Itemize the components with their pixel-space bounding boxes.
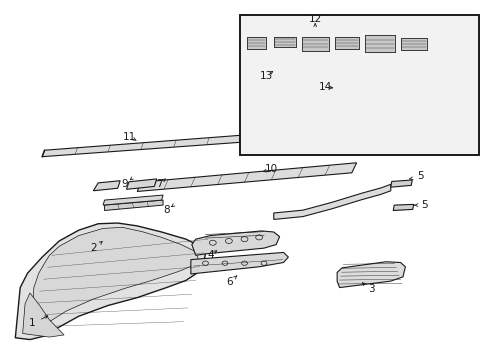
Bar xyxy=(239,15,478,155)
Polygon shape xyxy=(191,231,279,255)
Polygon shape xyxy=(356,103,437,117)
Text: 11: 11 xyxy=(123,132,136,142)
Polygon shape xyxy=(15,223,205,339)
Text: 2: 2 xyxy=(90,243,97,253)
Polygon shape xyxy=(22,293,64,337)
Bar xyxy=(365,36,394,51)
Text: 5: 5 xyxy=(421,200,427,210)
Text: 8: 8 xyxy=(163,206,169,216)
Polygon shape xyxy=(32,227,198,329)
Polygon shape xyxy=(356,103,437,117)
Bar xyxy=(365,36,394,51)
Bar xyxy=(334,37,358,49)
Polygon shape xyxy=(390,180,411,187)
Bar xyxy=(400,38,427,50)
Bar xyxy=(273,37,295,47)
Bar xyxy=(239,15,478,155)
Polygon shape xyxy=(392,204,413,211)
Bar xyxy=(246,37,266,49)
Polygon shape xyxy=(273,184,390,220)
Text: 12: 12 xyxy=(308,14,321,24)
Text: 7: 7 xyxy=(156,179,162,189)
Bar xyxy=(302,37,328,51)
Bar xyxy=(273,37,295,47)
Bar xyxy=(302,37,328,51)
Polygon shape xyxy=(103,195,163,205)
Text: 4: 4 xyxy=(206,250,213,260)
Polygon shape xyxy=(336,262,405,288)
Polygon shape xyxy=(244,81,440,108)
Polygon shape xyxy=(126,179,157,189)
Bar xyxy=(334,37,358,49)
Text: 5: 5 xyxy=(416,171,423,181)
Polygon shape xyxy=(104,200,163,211)
Polygon shape xyxy=(244,81,440,108)
Text: 14: 14 xyxy=(318,82,331,92)
Polygon shape xyxy=(93,181,120,191)
Text: 10: 10 xyxy=(264,164,277,174)
Bar xyxy=(246,37,266,49)
Bar xyxy=(240,16,477,154)
Polygon shape xyxy=(42,135,242,157)
Polygon shape xyxy=(190,252,288,274)
Text: 6: 6 xyxy=(226,277,233,287)
Polygon shape xyxy=(137,163,356,192)
Text: 1: 1 xyxy=(29,319,36,328)
Text: 3: 3 xyxy=(367,284,374,294)
Text: 13: 13 xyxy=(259,71,272,81)
Text: 9: 9 xyxy=(122,179,128,189)
Bar xyxy=(400,38,427,50)
